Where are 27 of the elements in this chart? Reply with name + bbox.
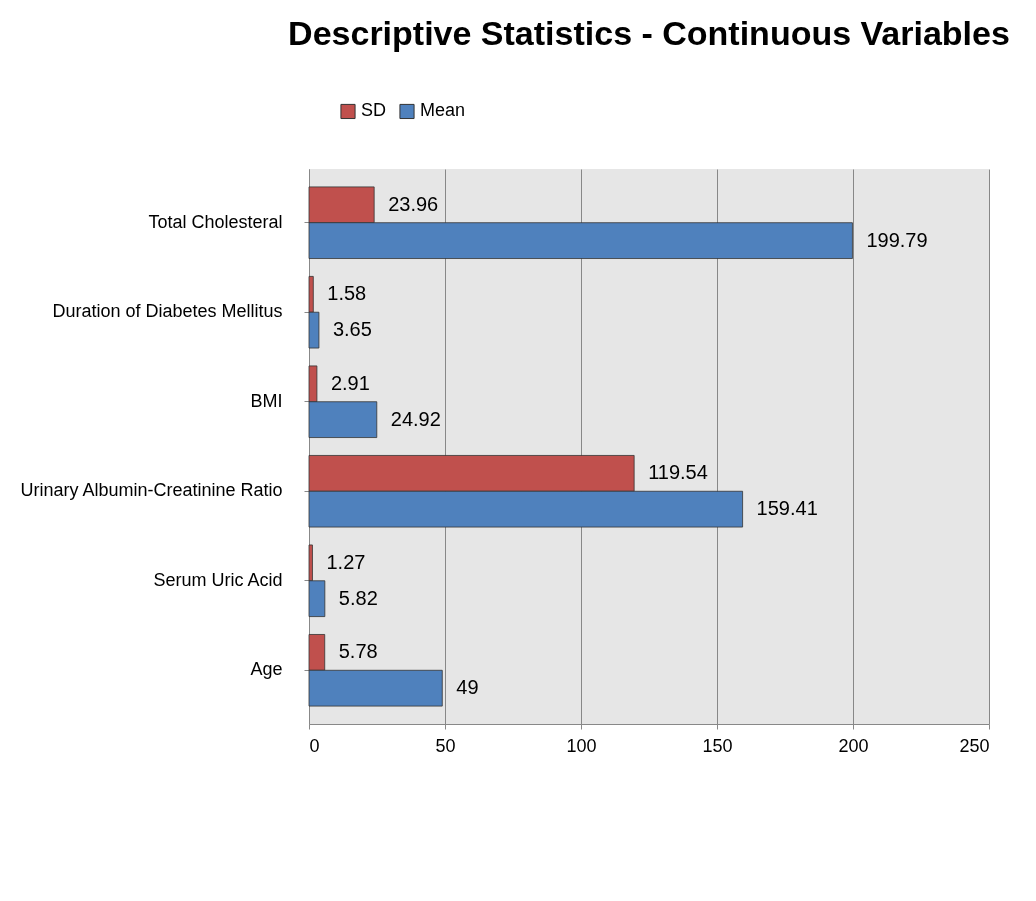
x-tick-label: 100 <box>566 735 597 756</box>
chart-title: Descriptive Statistics - Continuous Variables <box>288 14 1010 52</box>
y-tick-label: Urinary Albumin-Creatinine Ratio <box>20 480 283 501</box>
data-label: 5.78 <box>338 640 378 663</box>
legend-label: SD <box>361 100 387 121</box>
x-tick-label: 250 <box>959 735 990 756</box>
x-tick-label: 50 <box>435 735 456 756</box>
data-label: 1.58 <box>327 282 367 305</box>
data-label: 23.96 <box>388 192 439 215</box>
y-tick-label: Duration of Diabetes Mellitus <box>52 301 283 322</box>
data-label: 49 <box>456 676 479 699</box>
y-tick-label: Total Cholesteral <box>148 211 283 232</box>
data-label: 199.79 <box>866 228 928 251</box>
x-tick-label: 150 <box>702 735 733 756</box>
data-label: 24.92 <box>390 407 441 430</box>
data-label: 1.27 <box>326 550 366 573</box>
data-label: 2.91 <box>330 371 370 394</box>
y-tick-label: Age <box>250 659 283 680</box>
y-tick-label: BMI <box>250 390 283 411</box>
data-label: 159.41 <box>756 497 818 520</box>
legend-label: Mean <box>420 100 466 121</box>
x-tick-label: 200 <box>838 735 869 756</box>
y-tick-label: Serum Uric Acid <box>153 569 283 590</box>
data-label: 3.65 <box>332 318 372 341</box>
data-label: 5.82 <box>338 586 378 609</box>
x-tick-label: 0 <box>309 735 320 756</box>
data-label: 119.54 <box>648 461 708 484</box>
